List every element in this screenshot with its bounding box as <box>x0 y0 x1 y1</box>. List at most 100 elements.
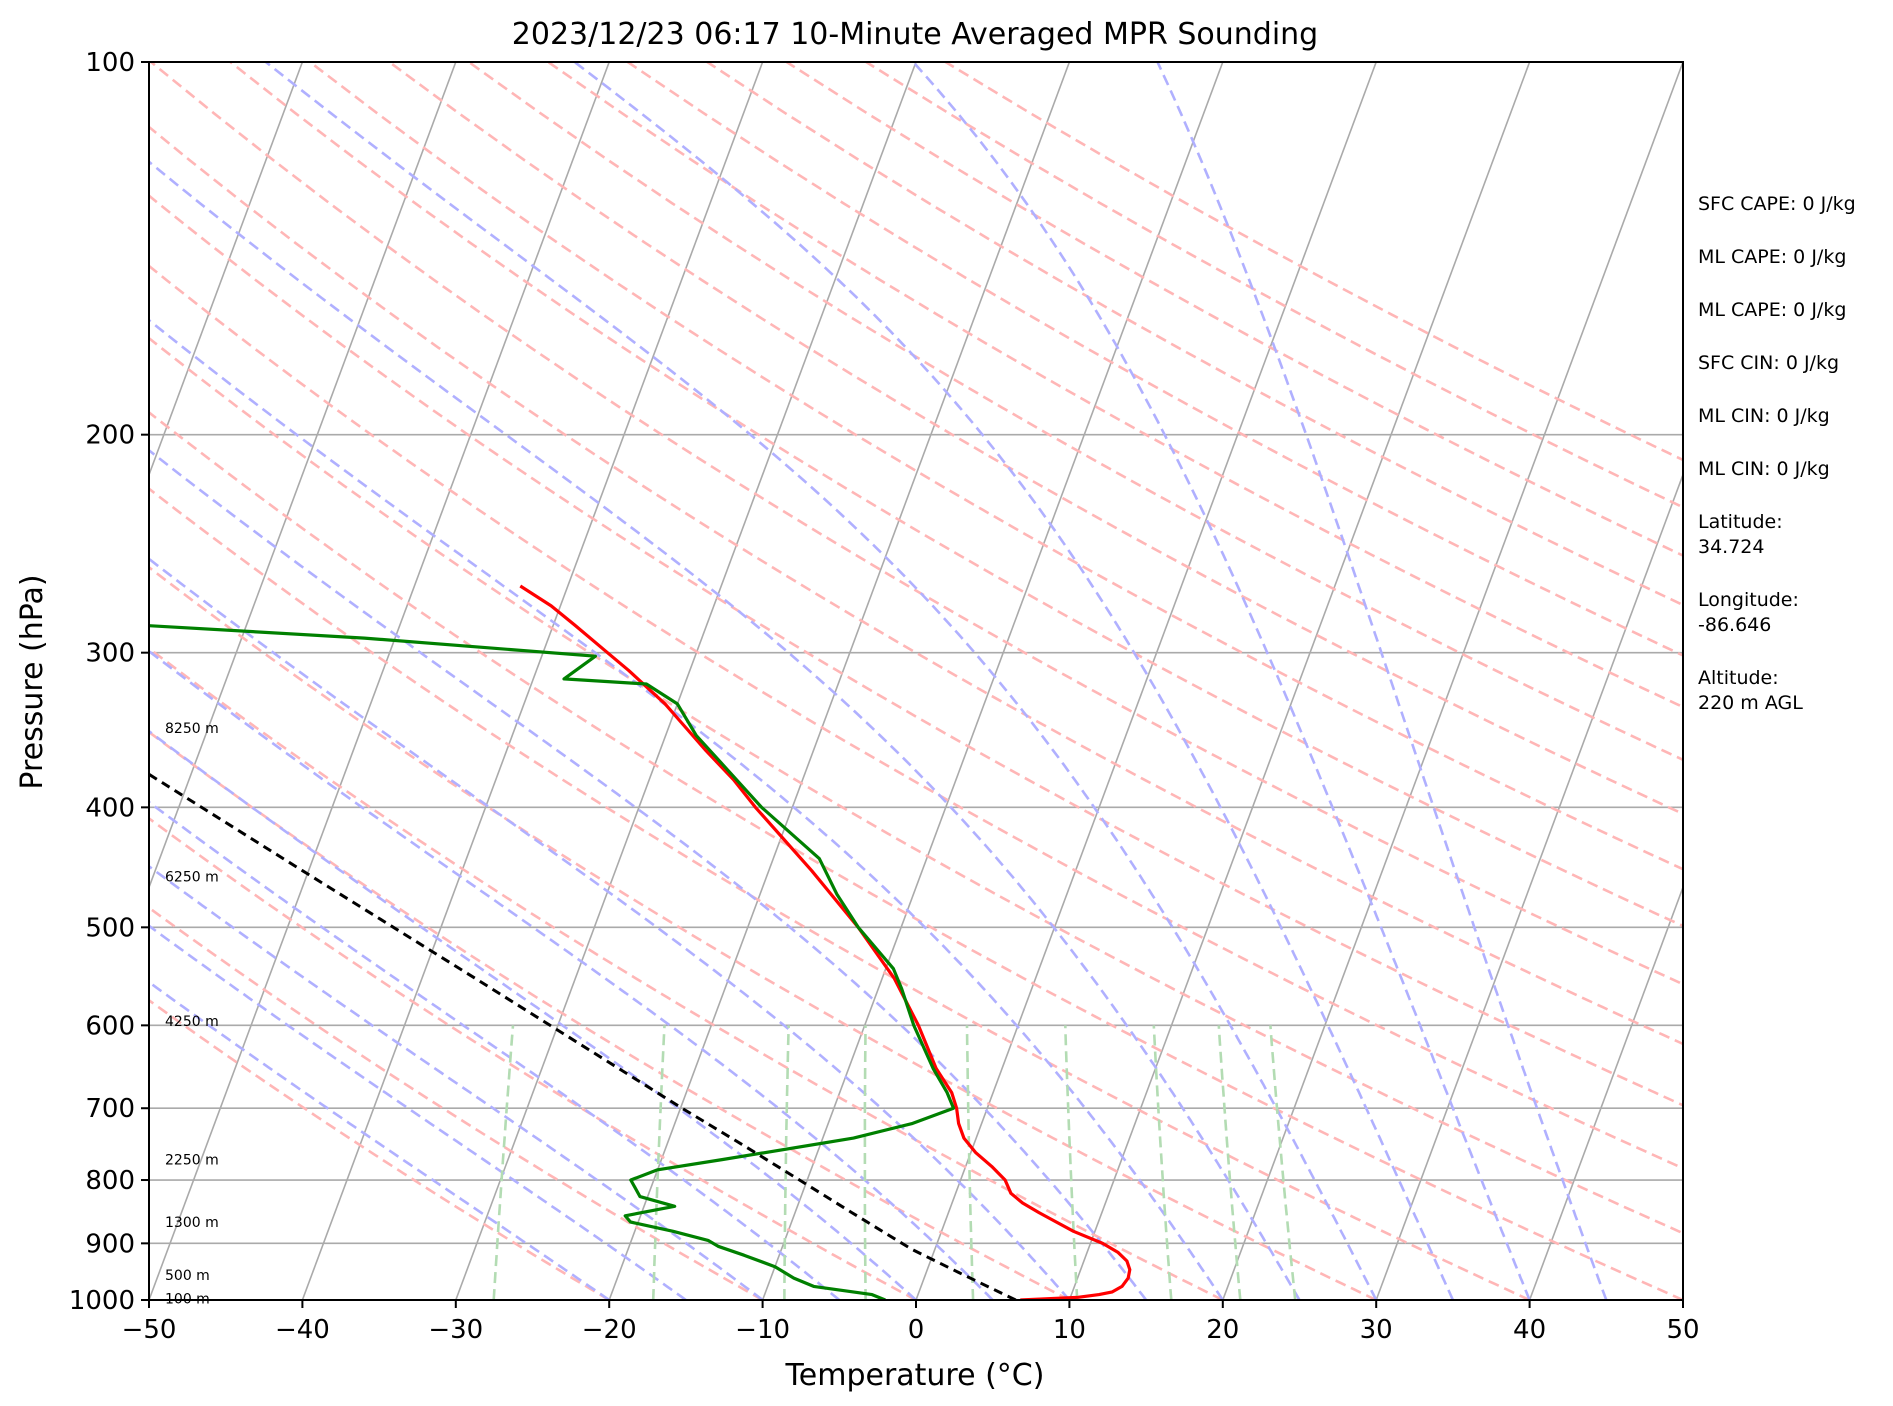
height-label: 6250 m <box>165 870 219 886</box>
y-tick-label: 1000 <box>69 1286 135 1316</box>
x-tick-label: −20 <box>582 1315 637 1345</box>
moist-adiabat-line <box>149 800 841 1300</box>
height-label: 1300 m <box>165 1215 219 1231</box>
isotherm-line <box>301 62 764 1300</box>
isotherm-line <box>1068 62 1531 1300</box>
sounding-info-text: Longitude: -86.646 <box>1698 589 1799 636</box>
y-axis-ticks: 100 200 300 400 500 600 700 800 900 1000 <box>69 48 149 1316</box>
mixing-ratio-line <box>1217 1025 1242 1300</box>
pressure-gridlines <box>149 62 1683 1300</box>
dry-adiabat-line <box>468 62 1683 762</box>
isotherm-line <box>761 62 1224 1300</box>
moist-adiabat-line <box>149 729 917 1300</box>
sounding-profiles <box>149 584 1132 1300</box>
height-label: 4250 m <box>165 1014 219 1030</box>
mixing-ratio-line <box>783 1025 790 1300</box>
height-label: 500 m <box>165 1268 210 1284</box>
x-tick-label: −10 <box>735 1315 790 1345</box>
dry-adiabat-line <box>309 62 1683 871</box>
dry-adiabat-line <box>149 646 1224 1300</box>
moist-adiabat-line <box>264 62 1378 1300</box>
dry-adiabat-line <box>149 193 1683 1107</box>
moist-adiabat-line <box>149 980 610 1300</box>
sounding-info-text: ML CAPE: 0 J/kg <box>1698 299 1846 321</box>
moist-adiabat-lines <box>149 62 1608 1300</box>
moist-adiabat-line <box>912 62 1531 1300</box>
moist-adiabat-line <box>149 160 1301 1300</box>
y-tick-label: 900 <box>85 1229 135 1259</box>
isotherm-line <box>608 62 1071 1300</box>
y-tick-label: 800 <box>85 1166 135 1196</box>
x-tick-label: 10 <box>1053 1315 1086 1345</box>
isotherm-line <box>149 62 457 890</box>
dry-adiabat-line <box>785 62 1683 558</box>
dry-adiabat-line <box>149 816 917 1300</box>
dry-adiabat-lines <box>149 62 1683 1300</box>
dry-adiabat-line <box>149 730 1070 1300</box>
moist-adiabat-line <box>149 649 994 1300</box>
isotherm-line <box>915 62 1377 1300</box>
dry-adiabat-line <box>149 410 1683 1300</box>
mixing-ratio-line <box>1064 1025 1079 1300</box>
x-tick-label: −30 <box>428 1315 483 1345</box>
height-label: 2250 m <box>165 1152 219 1168</box>
chart-title: 2023/12/23 06:17 10-Minute Averaged MPR … <box>512 17 1318 52</box>
x-tick-label: 50 <box>1666 1315 1699 1345</box>
y-tick-label: 300 <box>85 639 135 669</box>
dry-adiabat-line <box>149 565 1377 1300</box>
y-tick-label: 400 <box>85 793 135 823</box>
dry-adiabat-line <box>149 264 1683 1170</box>
y-tick-label: 700 <box>85 1094 135 1124</box>
x-tick-label: 0 <box>908 1315 925 1345</box>
y-tick-label: 500 <box>85 913 135 943</box>
mixing-ratio-lines <box>492 1025 1297 1300</box>
sounding-info-text: ML CAPE: 0 J/kg <box>1698 246 1846 268</box>
mixing-ratio-line <box>1269 1025 1297 1300</box>
isotherm-line <box>1222 62 1683 1300</box>
dry-adiabat-line <box>229 62 1683 928</box>
x-tick-label: 30 <box>1360 1315 1393 1345</box>
dry-adiabat-line <box>150 62 1683 986</box>
dry-adiabat-line <box>149 487 1531 1300</box>
x-tick-label: −50 <box>122 1315 177 1345</box>
x-axis-label: Temperature (°C) <box>785 1358 1045 1393</box>
sounding-info-text: Altitude: 220 m AGL <box>1698 667 1803 714</box>
dry-adiabat-line <box>149 125 1683 1046</box>
sounding-info-panel: SFC CAPE: 0 J/kg ML CAPE: 0 J/kg ML CAPE: … <box>1698 193 1856 714</box>
x-tick-label: −40 <box>275 1315 330 1345</box>
moist-adiabat-line <box>1156 62 1608 1300</box>
plot-area <box>149 62 1683 1300</box>
y-axis-label: Pressure (hPa) <box>15 574 50 789</box>
x-tick-label: 40 <box>1513 1315 1546 1345</box>
isotherm-line <box>1528 885 1683 1300</box>
isotherm-line <box>1375 472 1683 1300</box>
isotherm-line <box>149 62 304 477</box>
moist-adiabat-line <box>149 924 687 1300</box>
mixing-ratio-line <box>965 1025 975 1300</box>
moist-adiabat-line <box>149 318 1224 1300</box>
sounding-info-text: ML CIN: 0 J/kg <box>1698 405 1830 427</box>
sounding-info-text: Latitude: 34.724 <box>1698 511 1783 558</box>
temperature-profile <box>519 584 1132 1300</box>
x-axis-ticks: −50 −40 −30 −20 −10 0 10 20 30 40 50 <box>122 1300 1700 1345</box>
dry-adiabat-line <box>149 906 764 1300</box>
mixing-ratio-line <box>651 1025 666 1300</box>
sounding-info-text: SFC CAPE: 0 J/kg <box>1698 193 1856 215</box>
isotherm-lines <box>149 62 1683 1300</box>
x-tick-label: 20 <box>1206 1315 1239 1345</box>
sounding-info-text: SFC CIN: 0 J/kg <box>1698 352 1839 374</box>
y-tick-label: 600 <box>85 1011 135 1041</box>
mixing-ratio-line <box>492 1025 515 1300</box>
dry-adiabat-line <box>149 336 1683 1235</box>
isotherm-line <box>455 62 917 1300</box>
moist-adiabat-line <box>149 557 1071 1300</box>
y-tick-label: 100 <box>85 48 135 78</box>
sounding-info-text: ML CIN: 0 J/kg <box>1698 458 1830 480</box>
mixing-ratio-line <box>863 1025 867 1300</box>
moist-adiabat-line <box>573 62 1455 1300</box>
y-tick-label: 200 <box>85 421 135 451</box>
parcel-profile <box>149 772 1017 1300</box>
height-label: 8250 m <box>165 721 219 737</box>
